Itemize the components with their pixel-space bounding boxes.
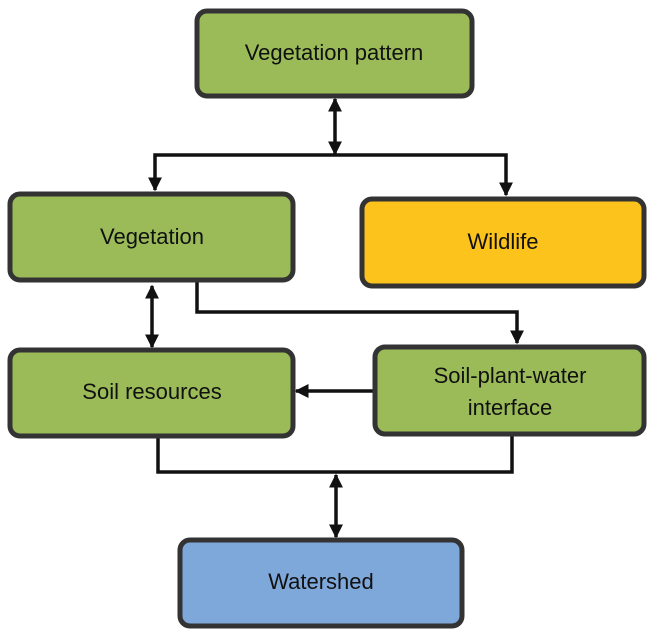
node-box [359,196,647,289]
node-label: Soil resources [82,379,221,404]
node-box [7,191,296,283]
arrow [195,282,524,345]
node-label: Wildlife [468,229,539,254]
node-label: Soil-plant-water [434,363,587,388]
node-label: Watershed [268,569,374,594]
node-box [372,344,647,437]
node-box [194,8,475,99]
node-box [7,347,296,439]
node-label: Vegetation [100,224,204,249]
node-label: Vegetation pattern [245,40,424,65]
node-box [177,537,465,629]
node: Watershed [177,537,465,629]
node: Soil-plant-water interface [372,344,647,437]
connectors [145,97,524,539]
node: Vegetation pattern [194,8,475,99]
join-line [156,436,514,474]
node: Soil resources [7,347,296,439]
branch-arrows [148,153,513,197]
node: Vegetation [7,191,296,283]
node: Wildlife [359,196,647,289]
node-label: interface [468,395,552,420]
